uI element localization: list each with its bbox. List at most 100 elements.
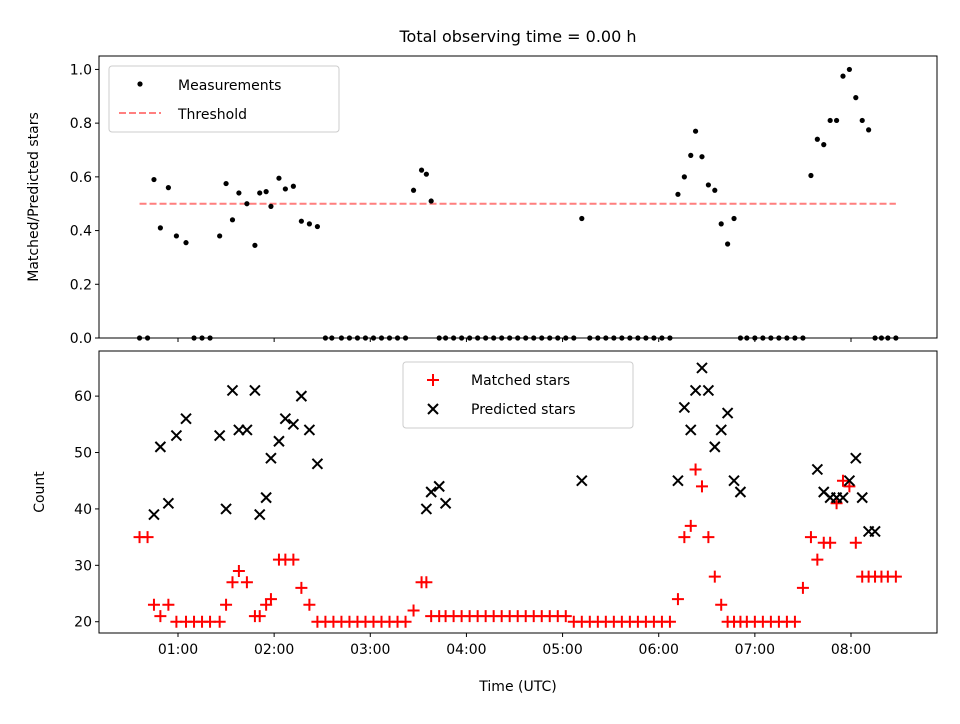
- bottom-x-axis-label: Time (UTC): [478, 679, 556, 695]
- measurement-point: [290, 183, 296, 189]
- measurement-point: [712, 187, 718, 193]
- legend-predicted-marker: [427, 403, 439, 415]
- bottom-y-axis: 20 30 40 50 60: [74, 389, 99, 631]
- measurement-point: [229, 217, 236, 223]
- bottom-y-axis-label: Count: [32, 471, 48, 513]
- matched-star-point: [843, 480, 856, 493]
- matched-star-point: [836, 474, 849, 487]
- predicted-star-point: [254, 508, 266, 521]
- measurement-point: [681, 174, 687, 180]
- measurement-point: [688, 152, 694, 158]
- predicted-star-point: [241, 424, 253, 436]
- bottom-x-tick-label: 06:00: [639, 642, 679, 658]
- predicted-star-point: [721, 407, 734, 419]
- top-y-tick-label: 0.4: [70, 224, 92, 240]
- measurement-point: [244, 201, 250, 207]
- measurement-point: [859, 117, 865, 124]
- bottom-x-axis: 01:00 02:00 03:00 04:00 05:00 06:00 07:00 08:00: [158, 633, 871, 658]
- matched-star-point: [715, 598, 728, 611]
- predicted-star-point: [837, 491, 849, 504]
- bottom-legend: Matched stars Predicted stars: [402, 361, 634, 429]
- measurement-point: [692, 128, 699, 134]
- predicted-star-point: [869, 525, 881, 538]
- matched-star-point: [849, 536, 862, 549]
- measurement-point: [252, 242, 258, 248]
- bottom-x-tick-label: 05:00: [542, 642, 582, 658]
- measurement-point: [410, 187, 417, 193]
- predicted-star-point: [696, 362, 708, 374]
- predicted-star-point: [311, 458, 324, 470]
- predicted-star-point: [249, 384, 261, 397]
- top-y-tick-label: 1.0: [70, 62, 92, 78]
- predicted-star-point: [279, 412, 292, 425]
- matched-star-point: [407, 604, 420, 617]
- bottom-x-tick-label: 02:00: [254, 642, 294, 658]
- bottom-x-tick-label: 03:00: [350, 642, 390, 658]
- measurement-point: [236, 190, 242, 196]
- bottom-legend-box: [402, 361, 634, 429]
- measurement-point: [731, 215, 737, 222]
- measurement-point: [866, 127, 872, 133]
- top-y-tick-label: 0.8: [70, 116, 92, 132]
- predicted-star-point: [678, 401, 691, 414]
- measurement-point: [217, 233, 223, 239]
- matched-star-point: [689, 463, 702, 476]
- measurement-point: [418, 167, 425, 173]
- predicted-star-point: [425, 486, 437, 498]
- predicted-star-point: [287, 418, 300, 431]
- measurement-point: [282, 186, 288, 192]
- measurement-point: [827, 117, 833, 124]
- matched-star-point: [695, 480, 708, 493]
- measurement-point: [223, 180, 229, 187]
- predicted-star-point: [685, 424, 697, 436]
- legend-predicted-label: Predicted stars: [471, 402, 576, 418]
- bottom-y-tick-label: 60: [74, 389, 92, 405]
- matched-star-point: [253, 610, 266, 623]
- matched-star-point: [830, 497, 843, 510]
- predicted-star-point: [162, 497, 175, 509]
- matched-star-point: [889, 570, 902, 583]
- measurement-point: [833, 117, 840, 124]
- measurement-point: [173, 233, 179, 239]
- measurement-point: [846, 66, 852, 73]
- top-legend-box: [108, 65, 340, 133]
- matched-star-point: [663, 615, 676, 628]
- matched-star-point: [702, 531, 715, 544]
- top-y-tick-label: 0.0: [70, 331, 92, 347]
- matched-star-point: [295, 581, 308, 594]
- matched-star-point: [240, 576, 253, 589]
- measurement-point: [157, 225, 163, 231]
- predicted-star-point: [439, 497, 452, 509]
- predicted-star-point: [672, 475, 684, 487]
- predicted-star-point: [843, 475, 856, 487]
- bottom-marks: [133, 362, 902, 628]
- measurement-point: [257, 190, 263, 196]
- measurement-point: [263, 189, 269, 195]
- predicted-star-point: [709, 441, 721, 453]
- measurement-point: [718, 221, 724, 227]
- matched-star-point: [399, 615, 412, 628]
- top-panel: 0.0 0.2 0.4 0.6 0.8 1.0 Matched/Predicted sta…: [26, 55, 938, 347]
- predicted-star-point: [715, 424, 727, 436]
- top-y-tick-label: 0.6: [70, 170, 92, 186]
- measurement-point: [298, 218, 304, 224]
- top-legend: Measurements Threshold: [108, 65, 340, 133]
- matched-star-point: [824, 536, 837, 549]
- matched-star-point: [154, 610, 167, 623]
- matched-star-point: [804, 531, 817, 544]
- legend-threshold-label: Threshold: [177, 107, 247, 123]
- measurement-point: [183, 240, 189, 246]
- matched-star-point: [232, 564, 245, 577]
- matched-star-point: [226, 576, 239, 589]
- bottom-y-tick-label: 40: [74, 502, 92, 518]
- matched-star-point: [788, 615, 801, 628]
- legend-matched-marker: [427, 374, 439, 386]
- measurement-point: [853, 95, 859, 101]
- measurement-point: [821, 142, 827, 148]
- bottom-x-tick-label: 07:00: [735, 642, 775, 658]
- measurement-point: [151, 176, 157, 183]
- measurement-point: [423, 171, 429, 177]
- predicted-star-point: [273, 435, 285, 447]
- measurement-point: [814, 136, 820, 142]
